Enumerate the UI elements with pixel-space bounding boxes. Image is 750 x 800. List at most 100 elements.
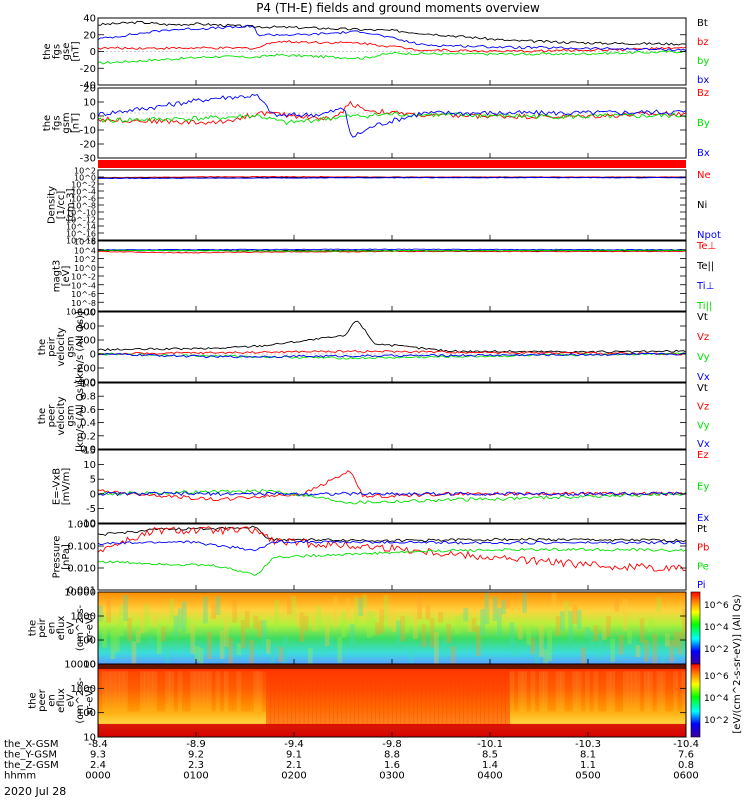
spectrogram-column [303,671,309,727]
spectrogram-column [551,592,557,612]
spectrogram-column [303,615,309,631]
spectrogram-column [614,671,620,712]
x-row-value: -10.4 [673,739,699,750]
spectrogram-column [505,671,511,727]
spectrogram-column [639,618,645,644]
y-tick-label: 20 [83,30,96,41]
y-axis-label: the [28,692,39,708]
spectrogram-column [547,671,553,712]
legend-1: By [697,118,710,129]
y-tick-label: 0.100 [67,542,96,553]
x-row-value: 0000 [85,771,110,782]
y-axis-label: [eV] [61,266,72,287]
spectrogram-column [152,615,158,628]
spectrogram-column [341,671,347,727]
spectrogram-column [169,671,175,712]
y-tick-label: 10^0 [74,264,96,273]
spectrogram-column [190,624,196,654]
y-axis-label: [cm-3] [66,188,77,221]
spectrogram-column [110,629,116,659]
spectrogram-column [354,596,359,627]
spectrogram-column [572,671,578,712]
colorbar-bottom-tick-1: 10^4 [704,694,729,704]
spectrogram-column [677,632,683,655]
spectrogram-column [421,671,427,727]
spectrogram-column [123,594,128,621]
spectrogram-column [358,671,364,727]
spectrogram-column [417,671,422,727]
panel-9: 10000 1000 100 10 thepeerenefluxeV(cm^2-s-sr… [28,660,687,744]
spectrogram-column [585,671,590,712]
x-row-label: the_Z-GSM [4,760,59,771]
spectrogram-column [219,630,225,659]
spectrogram-column [261,671,267,712]
x-row-value: 8.1 [580,750,596,761]
legend-1: Ey [697,482,709,493]
spectrogram-column [198,647,204,674]
spectrogram-column [459,614,464,626]
series-line-bx [97,24,687,52]
y-tick-label: 40 [83,14,96,25]
spectrogram-column [627,630,632,645]
legend-2: Vy [697,352,710,363]
spectrogram-column [429,671,435,727]
spectrogram-column [282,636,288,668]
legend-2: Ti⊥ [696,281,714,292]
legend-1: Te|| [696,261,714,272]
spectrogram-column [253,671,259,712]
spectrogram-column [501,671,506,727]
spectrogram-column [614,598,620,612]
spectrogram-column [413,610,418,640]
y-tick-label: -400 [73,378,96,389]
colorbar-top-tick-2: 10^2 [704,645,729,655]
y-tick-label: 10 [83,460,96,471]
spectrogram-column [665,633,670,647]
y-axis-label: fgs [51,44,62,59]
y-tick-label: 0 [90,489,96,500]
series-line-vy [97,352,687,360]
spectrogram-column [681,609,687,640]
y-axis-label: sr-eV) [85,613,96,642]
y-tick-label: 10^-6 [71,195,96,204]
spectrogram-column [606,671,611,712]
spectrogram-column [114,671,120,712]
y-tick-label: -10 [80,126,96,137]
spectrogram-column [492,596,498,621]
spectrogram-column [509,671,515,712]
plot-title: P4 (TH-E) fields and ground moments over… [256,1,540,15]
spectrogram-column [560,671,565,712]
spectrogram-column [635,671,641,712]
spectrogram-column [623,599,628,631]
spectrogram-column [564,601,569,630]
series-line-pi [97,539,687,552]
spectrogram-column [673,631,679,647]
spectrogram-column [648,671,653,712]
spectrogram-column [480,608,485,636]
spectrogram-column [119,671,124,712]
x-row-value: 7.6 [678,750,694,761]
y-tick-label: 15 [83,446,96,457]
spectrogram-column [224,617,229,647]
spectrogram-column [316,671,322,727]
y-axis-label: [nPa] [61,544,72,570]
spectrogram-column [106,596,112,623]
spectrogram-column [673,671,679,712]
spectrogram-column [476,625,481,656]
spectrogram-column [589,631,595,653]
spectrogram-column [371,671,376,727]
spectrogram-column [236,643,242,656]
y-tick-label: 0.2 [80,431,96,442]
panel-frame [97,169,687,241]
spectrogram-column [602,671,607,712]
y-tick-label: 10^-10 [66,308,96,317]
spectrogram-column [186,671,191,712]
spectrogram-column [282,671,288,727]
spectrogram-column [593,625,599,641]
spectrogram-column [219,671,225,712]
x-row-value: -8.9 [186,739,206,750]
spectrogram-column [677,671,683,712]
y-tick-label: 10^-4 [71,281,96,290]
spectrogram-column [165,671,170,712]
